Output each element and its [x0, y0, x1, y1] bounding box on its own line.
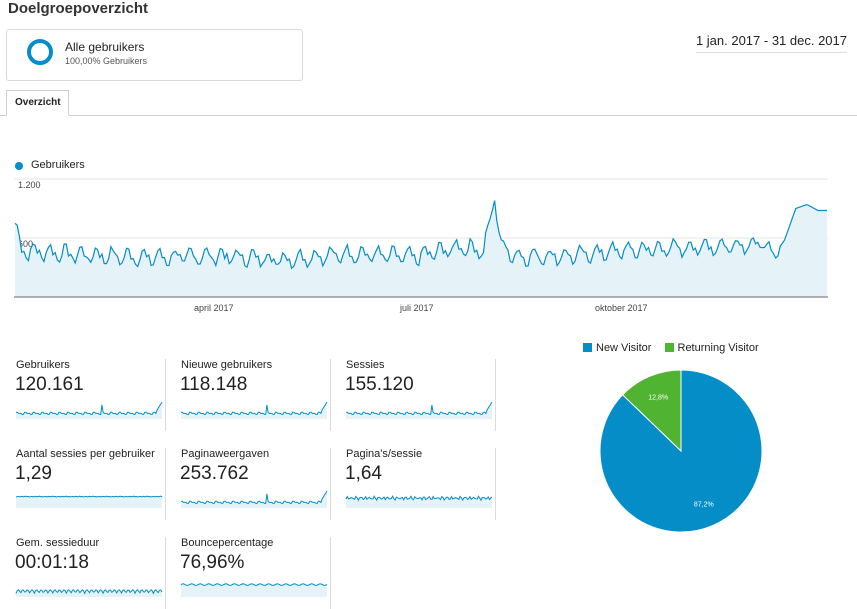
metric-sparkline — [181, 490, 328, 508]
metric-label: Nieuwe gebruikers — [181, 359, 273, 371]
metric-divider — [495, 448, 496, 520]
sparkline-area — [16, 496, 162, 508]
sparkline-line — [345, 495, 493, 502]
metric-sparkline — [346, 401, 493, 419]
legend-label: Returning Visitor — [677, 342, 759, 354]
legend-returning-visitor[interactable]: Returning Visitor — [664, 342, 759, 354]
metric-label: Gem. sessieduur — [16, 537, 100, 549]
legend-label: New Visitor — [596, 342, 652, 354]
metric-label: Bouncepercentage — [181, 537, 274, 549]
metric-users[interactable]: Gebruikers 120.161 — [14, 359, 166, 431]
sparkline-area — [181, 583, 327, 597]
metric-sparkline — [345, 495, 493, 508]
metric-label: Aantal sessies per gebruiker — [16, 448, 155, 460]
legend-swatch-icon — [664, 343, 674, 352]
metric-label: Pagina's/sessie — [346, 448, 423, 460]
metric-sparkline — [15, 495, 163, 508]
y-tick-label: 600 — [18, 239, 33, 249]
metric-pages-per-session[interactable]: Pagina's/sessie 1,64 — [344, 448, 496, 520]
series-legend-dot-icon — [15, 162, 23, 170]
metric-sparkline — [15, 589, 163, 597]
date-range-picker[interactable]: 1 jan. 2017 - 31 dec. 2017 — [695, 33, 847, 53]
x-tick-label: juli 2017 — [399, 303, 434, 313]
segment-subtitle: 100,00% Gebruikers — [65, 56, 148, 66]
segment-ring-icon — [27, 39, 53, 65]
pie-legend: New Visitor Returning Visitor — [583, 342, 759, 354]
sparkline-line — [180, 583, 328, 586]
metric-new-users[interactable]: Nieuwe gebruikers 118.148 — [179, 359, 331, 431]
pie-slice-returning-visitor[interactable] — [621, 369, 682, 453]
metric-value: 00:01:18 — [15, 552, 89, 573]
page-title: Doelgroepoverzicht — [8, 0, 149, 17]
metric-avg-session-duration[interactable]: Gem. sessieduur 00:01:18 — [14, 537, 166, 609]
y-tick-label: 1.200 — [18, 180, 41, 190]
metric-sparkline — [181, 401, 328, 419]
users-line-chart[interactable]: 1.200 600 april 2017 juli 2017 oktober 2… — [14, 175, 829, 315]
metric-divider — [165, 537, 166, 609]
metric-sparkline — [16, 401, 163, 419]
users-area — [15, 200, 827, 297]
metric-divider — [330, 448, 331, 520]
metric-bounce-rate[interactable]: Bouncepercentage 76,96% — [179, 537, 331, 609]
sparkline-area — [346, 402, 492, 419]
x-tick-label: oktober 2017 — [595, 303, 648, 313]
legend-swatch-icon — [583, 343, 592, 352]
metric-label: Sessies — [346, 359, 385, 371]
metric-sparkline — [180, 583, 328, 597]
visitor-pie-chart[interactable]: 87,2% 12,8% — [598, 368, 764, 534]
metric-label: Paginaweergaven — [181, 448, 270, 460]
sparkline-area — [181, 491, 327, 508]
metric-value: 1,29 — [15, 463, 52, 484]
metric-divider — [165, 448, 166, 520]
tab-overview[interactable]: Overzicht — [6, 90, 69, 116]
metric-value: 1,64 — [345, 463, 382, 484]
x-tick-label: april 2017 — [194, 303, 234, 313]
metric-value: 120.161 — [15, 374, 84, 395]
sparkline-line — [346, 401, 493, 415]
sparkline-line — [15, 495, 163, 498]
tab-bar-line — [0, 115, 857, 116]
sparkline-area — [16, 402, 162, 419]
metric-label: Gebruikers — [16, 359, 70, 371]
metric-divider — [165, 359, 166, 431]
metric-value: 253.762 — [180, 463, 249, 484]
metric-divider — [330, 537, 331, 609]
users-line — [14, 200, 827, 270]
sparkline-area — [346, 496, 492, 508]
metric-value: 76,96% — [180, 552, 245, 573]
metric-divider — [330, 359, 331, 431]
sparkline-line — [181, 401, 328, 415]
metric-value: 155.120 — [345, 374, 414, 395]
pie-slice-label: 12,8% — [648, 394, 668, 401]
metric-sessions[interactable]: Sessies 155.120 — [344, 359, 496, 431]
metric-sessions-per-user[interactable]: Aantal sessies per gebruiker 1,29 — [14, 448, 166, 520]
metric-pageviews[interactable]: Paginaweergaven 253.762 — [179, 448, 331, 520]
legend-new-visitor[interactable]: New Visitor — [583, 342, 651, 354]
segment-name: Alle gebruikers — [65, 40, 145, 54]
metric-divider — [495, 359, 496, 431]
sparkline-line — [16, 401, 163, 415]
pie-slice-label: 87,2% — [694, 502, 714, 509]
metric-value: 118.148 — [180, 374, 248, 395]
sparkline-line — [181, 490, 328, 504]
sparkline-area — [181, 402, 327, 419]
segment-card[interactable]: Alle gebruikers 100,00% Gebruikers — [6, 29, 303, 81]
series-legend-label[interactable]: Gebruikers — [31, 159, 85, 171]
